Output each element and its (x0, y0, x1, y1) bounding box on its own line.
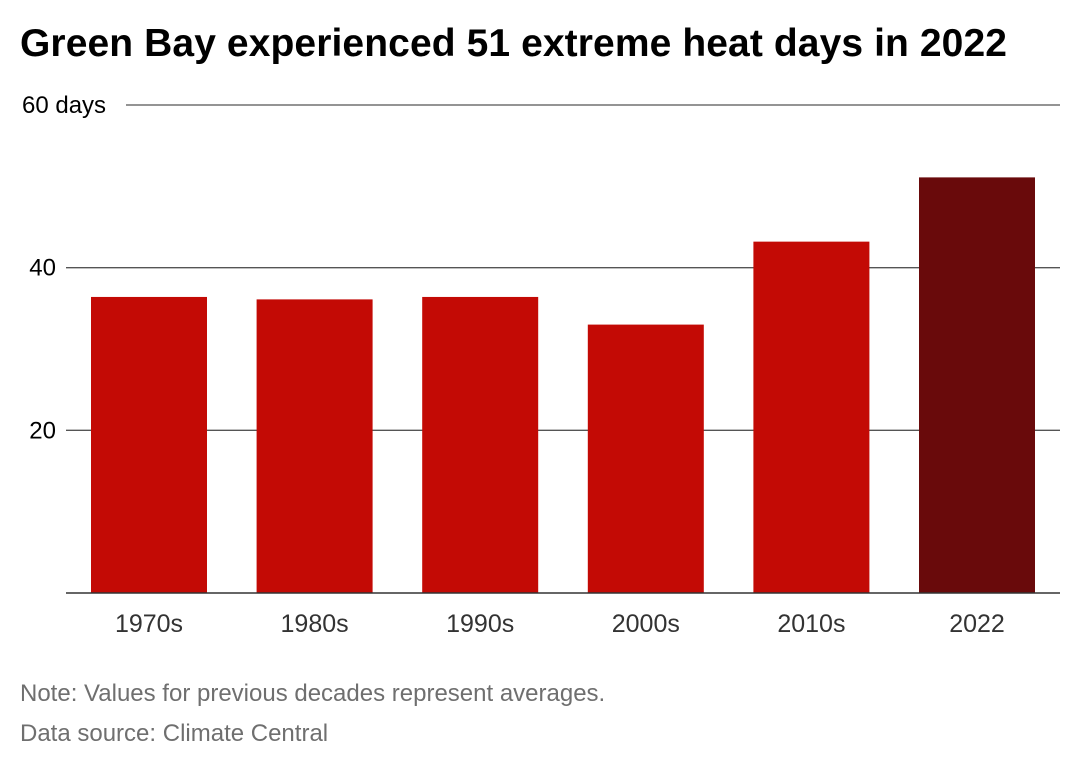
x-tick-label: 2010s (777, 610, 845, 638)
x-tick-label: 1980s (281, 610, 349, 638)
bar (91, 296, 207, 593)
x-tick-label: 1970s (115, 610, 183, 638)
chart-note: Note: Values for previous decades repres… (20, 680, 606, 707)
bar (256, 299, 373, 593)
y-tick-label: 20 (29, 417, 56, 444)
chart-title: Green Bay experienced 51 extreme heat da… (20, 22, 1008, 65)
bar (753, 241, 870, 593)
bar (919, 177, 1035, 594)
data-source: Data source: Climate Central (20, 720, 329, 747)
x-tick-label: 2000s (612, 610, 680, 638)
y-tick-label: 40 (29, 255, 56, 282)
y-tick-label: 60 days (22, 92, 106, 119)
bar (422, 296, 539, 593)
bar (587, 324, 704, 593)
x-tick-label: 2022 (949, 610, 1005, 638)
x-tick-label: 1990s (446, 610, 514, 638)
